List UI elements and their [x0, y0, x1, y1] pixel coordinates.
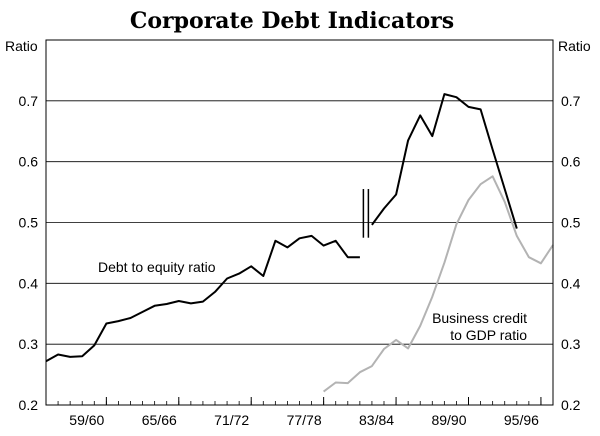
y-tick-label-left: 0.4 — [19, 275, 39, 291]
y-tick-label-right: 0.4 — [561, 275, 581, 291]
x-tick-label: 89/90 — [431, 412, 466, 428]
annotation-debt-to-equity: Debt to equity ratio — [98, 259, 216, 275]
y-tick-label-left: 0.2 — [19, 397, 39, 413]
y-tick-label-left: 0.3 — [19, 336, 39, 352]
annotation-business-credit-line: Business credit — [432, 310, 527, 326]
y-axis-tick-labels: 0.2 0.2 0.3 0.3 0.4 0.4 0.5 0.5 0.6 0.6 0.7 0.7 — [19, 93, 581, 413]
x-tick-label: 83/84 — [359, 412, 394, 428]
x-tick-label: 95/96 — [504, 412, 539, 428]
y-tick-label-right: 0.5 — [561, 215, 581, 231]
y-tick-label-left: 0.6 — [19, 154, 39, 170]
x-axis-ticks: 59/60 65/66 71/72 77/78 83/84 89/90 95/96 — [57, 397, 542, 428]
series-line-debt-to-equity-ratio — [371, 93, 518, 229]
series-break-marker — [362, 189, 370, 238]
x-tick-label: 71/72 — [214, 412, 249, 428]
right-axis-unit: Ratio — [558, 38, 591, 54]
x-tick-label: 59/60 — [69, 412, 104, 428]
y-tick-label-right: 0.7 — [561, 93, 581, 109]
plot-frame — [45, 39, 554, 406]
y-tick-label-right: 0.3 — [561, 336, 581, 352]
annotation-business-credit-line: to GDP ratio — [450, 327, 527, 343]
y-tick-label-left: 0.7 — [19, 93, 39, 109]
y-tick-label-left: 0.5 — [19, 215, 39, 231]
x-tick-label: 77/78 — [287, 412, 322, 428]
gridlines — [46, 100, 553, 345]
series-line-business-credit-to-gdp-ratio — [322, 175, 554, 393]
y-tick-label-right: 0.2 — [561, 397, 581, 413]
y-tick-label-right: 0.6 — [561, 154, 581, 170]
series-line-debt-to-equity-ratio — [45, 234, 360, 363]
left-axis-unit: Ratio — [5, 38, 38, 54]
series-lines — [45, 93, 554, 393]
chart-title: Corporate Debt Indicators — [130, 8, 454, 34]
x-tick-label: 65/66 — [142, 412, 177, 428]
